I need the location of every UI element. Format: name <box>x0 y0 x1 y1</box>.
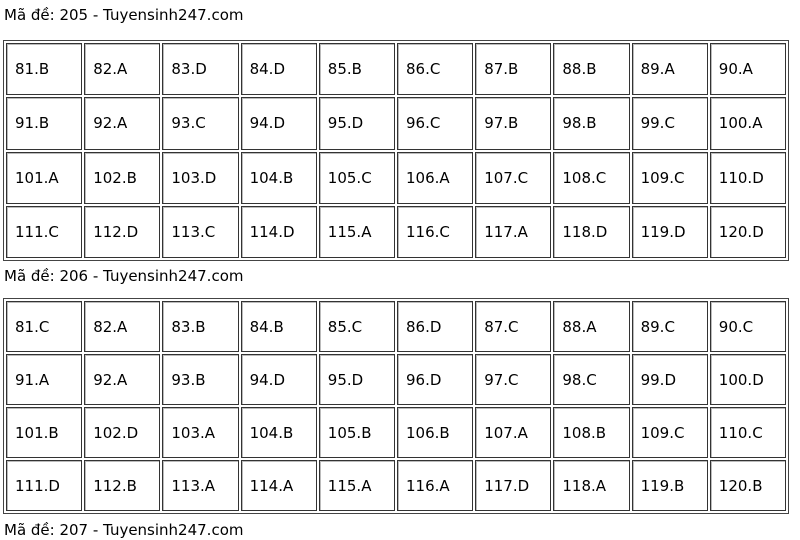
answer-cell: 108.B <box>553 407 630 458</box>
answer-table-205: 81.B 82.A 83.D 84.D 85.B 86.C 87.B 88.B 89.A 90.A… <box>3 40 789 261</box>
answer-cell: 106.A <box>396 151 474 204</box>
answer-cell: 119.D <box>631 205 708 258</box>
answer-cell: 88.B <box>553 43 630 96</box>
answer-cell: 103.D <box>162 151 239 204</box>
answer-cell: 92.A <box>84 97 161 150</box>
answer-cell: 99.D <box>631 354 708 405</box>
answer-cell: 118.A <box>553 460 630 511</box>
answer-cell: 83.D <box>162 43 239 96</box>
answer-cell: 114.A <box>240 460 317 511</box>
answer-cell: 81.C <box>6 301 83 352</box>
answer-cell: 114.D <box>240 205 317 258</box>
answer-cell: 101.A <box>6 151 83 204</box>
answer-table-206: 81.C 82.A 83.B 84.B 85.C 86.D 87.C 88.A 89.C 90.C… <box>3 298 789 514</box>
answer-cell: 82.A <box>84 301 161 352</box>
answer-cell: 82.A <box>84 43 161 96</box>
answer-cell: 96.C <box>396 97 474 150</box>
answer-cell: 120.B <box>709 460 786 511</box>
answer-cell: 100.D <box>709 354 786 405</box>
answer-cell: 94.D <box>240 354 317 405</box>
answer-cell: 98.B <box>553 97 630 150</box>
answer-cell: 84.D <box>240 43 317 96</box>
section-title-206: Mã đề: 206 - Tuyensinh247.com <box>4 267 244 285</box>
answer-cell: 87.C <box>475 301 552 352</box>
answer-cell: 97.B <box>475 97 552 150</box>
answer-cell: 100.A <box>709 97 786 150</box>
answer-cell: 95.D <box>318 97 395 150</box>
answer-cell: 115.A <box>318 460 395 511</box>
answer-cell: 111.C <box>6 205 83 258</box>
answer-cell: 85.B <box>318 43 395 96</box>
answer-cell: 99.C <box>631 97 708 150</box>
answer-cell: 119.B <box>631 460 708 511</box>
section-title-205: Mã đề: 205 - Tuyensinh247.com <box>4 6 244 24</box>
answer-cell: 111.D <box>6 460 83 511</box>
answer-cell: 118.D <box>553 205 630 258</box>
answer-cell: 90.A <box>709 43 786 96</box>
answer-cell: 91.B <box>6 97 83 150</box>
answer-cell: 102.D <box>84 407 161 458</box>
section-title-207: Mã đề: 207 - Tuyensinh247.com <box>4 521 244 539</box>
answer-cell: 95.D <box>318 354 395 405</box>
answer-cell: 101.B <box>6 407 83 458</box>
answer-cell: 103.A <box>162 407 239 458</box>
answer-cell: 116.C <box>396 205 474 258</box>
answer-cell: 89.A <box>631 43 708 96</box>
answer-cell: 109.C <box>631 151 708 204</box>
answer-cell: 83.B <box>162 301 239 352</box>
answer-cell: 93.C <box>162 97 239 150</box>
answer-cell: 112.B <box>84 460 161 511</box>
answer-cell: 102.B <box>84 151 161 204</box>
answer-cell: 86.C <box>396 43 474 96</box>
answer-cell: 104.B <box>240 407 317 458</box>
answer-cell: 96.D <box>396 354 474 405</box>
answer-cell: 89.C <box>631 301 708 352</box>
answer-cell: 92.A <box>84 354 161 405</box>
answer-cell: 117.D <box>475 460 552 511</box>
answer-cell: 90.C <box>709 301 786 352</box>
answer-cell: 113.A <box>162 460 239 511</box>
answer-cell: 88.A <box>553 301 630 352</box>
answer-cell: 98.C <box>553 354 630 405</box>
answer-cell: 110.D <box>709 151 786 204</box>
answer-cell: 117.A <box>475 205 552 258</box>
answer-cell: 106.B <box>396 407 474 458</box>
answer-cell: 112.D <box>84 205 161 258</box>
answer-cell: 94.D <box>240 97 317 150</box>
answer-cell: 87.B <box>475 43 552 96</box>
answer-cell: 110.C <box>709 407 786 458</box>
answer-cell: 93.B <box>162 354 239 405</box>
answer-cell: 105.C <box>318 151 395 204</box>
answer-cell: 105.B <box>318 407 395 458</box>
answer-cell: 81.B <box>6 43 83 96</box>
answer-cell: 116.A <box>396 460 474 511</box>
answer-cell: 85.C <box>318 301 395 352</box>
answer-cell: 84.B <box>240 301 317 352</box>
answer-cell: 115.A <box>318 205 395 258</box>
answer-cell: 107.A <box>475 407 552 458</box>
answer-cell: 109.C <box>631 407 708 458</box>
answer-cell: 120.D <box>709 205 786 258</box>
answer-cell: 97.C <box>475 354 552 405</box>
answer-cell: 104.B <box>240 151 317 204</box>
answer-cell: 108.C <box>553 151 630 204</box>
answer-cell: 113.C <box>162 205 239 258</box>
answer-cell: 91.A <box>6 354 83 405</box>
answer-cell: 107.C <box>475 151 552 204</box>
answer-cell: 86.D <box>396 301 474 352</box>
